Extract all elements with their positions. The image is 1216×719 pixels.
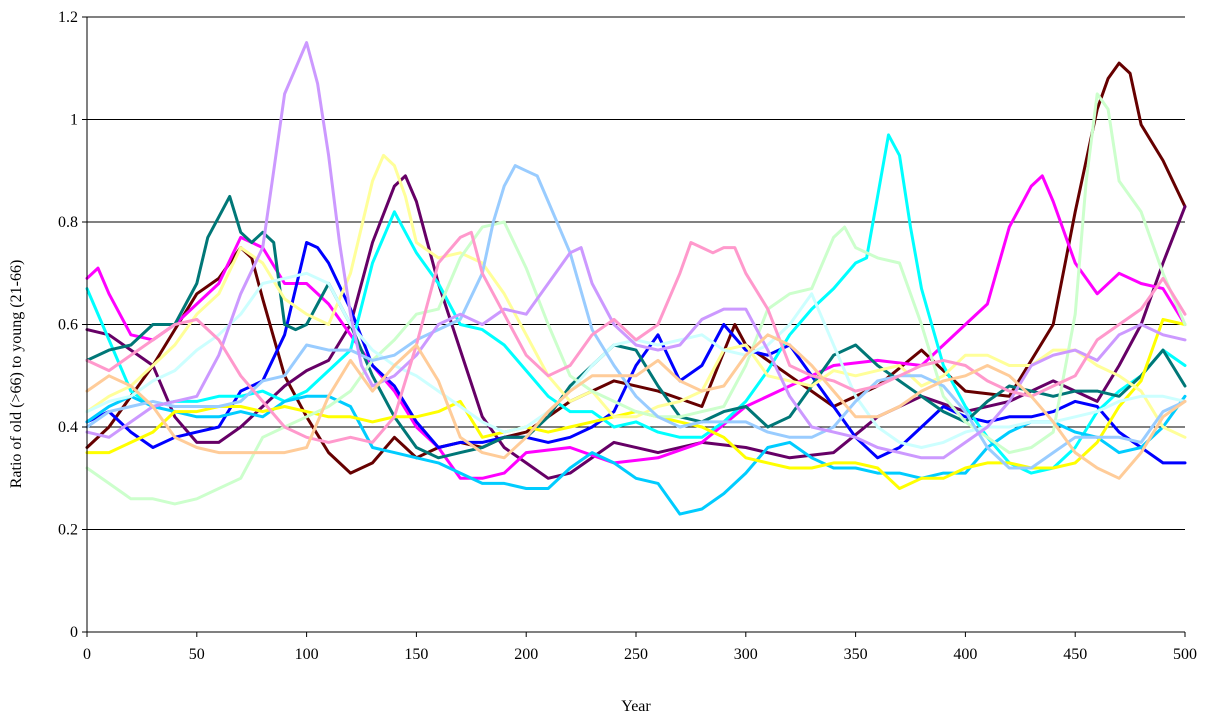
series-line-7 — [85, 194, 1187, 460]
x-axis-title: Year — [621, 698, 651, 715]
series-line-10 — [85, 92, 1187, 506]
y-tick-label: 0 — [70, 624, 78, 641]
x-tick-label: 350 — [844, 646, 868, 663]
series-line-13 — [85, 41, 1187, 460]
series-line-2 — [85, 174, 1187, 480]
y-tick-label: 0.8 — [58, 214, 78, 231]
y-axis-title: Ratio of old (>66) to young (21-66) — [8, 260, 25, 489]
x-tick-label: 150 — [404, 646, 428, 663]
series-line-12 — [85, 164, 1187, 470]
series-lines — [85, 41, 1187, 516]
axes — [82, 16, 1186, 637]
series-line-15 — [85, 333, 1187, 480]
x-tick-labels: 0 50 100 150 200 250 300 350 400 450 500 — [83, 646, 1197, 663]
x-tick-label: 300 — [734, 646, 758, 663]
x-tick-label: 200 — [514, 646, 538, 663]
x-tick-label: 400 — [953, 646, 977, 663]
series-line-3 — [85, 174, 1187, 480]
series-line-14 — [85, 230, 1187, 444]
x-tick-label: 100 — [295, 646, 319, 663]
y-tick-label: 1.2 — [58, 9, 78, 26]
x-tick-label: 450 — [1063, 646, 1087, 663]
x-tick-label: 0 — [83, 646, 91, 663]
y-tick-label: 1 — [70, 112, 78, 129]
series-line-9 — [85, 153, 1187, 439]
y-tick-label: 0.4 — [58, 419, 78, 436]
series-line-4 — [85, 241, 1187, 465]
x-tick-label: 250 — [624, 646, 648, 663]
y-tick-label: 0.6 — [58, 317, 78, 334]
y-tick-label: 0.2 — [58, 522, 78, 539]
x-tick-label: 50 — [189, 646, 205, 663]
series-line-5 — [85, 133, 1187, 475]
x-tick-label: 500 — [1173, 646, 1197, 663]
y-tick-labels: 0 0.2 0.4 0.6 0.8 1 1.2 — [58, 9, 78, 641]
